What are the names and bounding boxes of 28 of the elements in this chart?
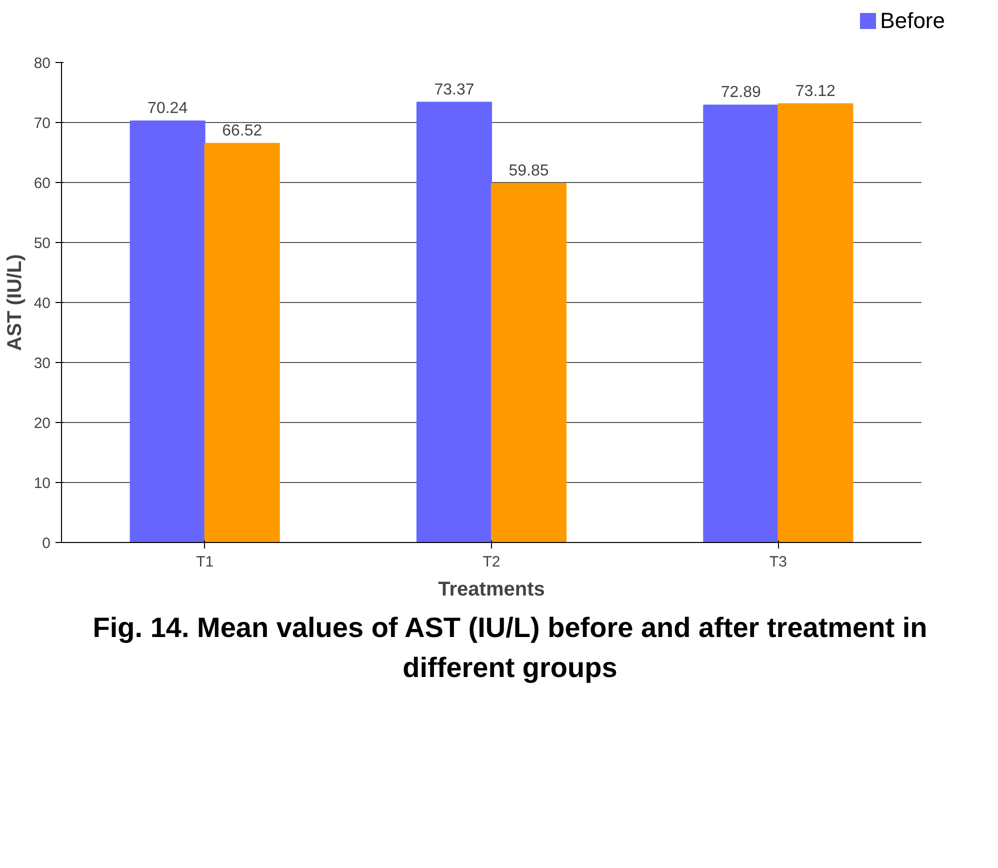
y-tick-label: 60 <box>34 175 51 192</box>
text: Fig. 14. Mean values of AST (IU/L) before and after treatment in different groups <box>92 611 928 686</box>
y-axis-title: AST (IU/L) <box>4 254 26 351</box>
bar <box>130 120 206 543</box>
x-axis-title: Treatments <box>438 578 545 601</box>
y-tick-label: 70 <box>34 115 51 132</box>
bar <box>778 103 854 543</box>
bar <box>204 143 280 543</box>
y-tick-label: 80 <box>34 55 51 72</box>
x-tick-label: T3 <box>769 554 787 571</box>
bar <box>703 104 779 543</box>
data-label: 73.12 <box>795 82 836 100</box>
data-label: 70.24 <box>148 100 188 118</box>
data-label: 59.85 <box>508 162 549 180</box>
y-tick-label: 10 <box>34 475 51 492</box>
data-label: 73.37 <box>434 81 474 98</box>
x-tick-label: T2 <box>482 554 500 571</box>
bar <box>491 183 567 543</box>
data-label: 66.52 <box>222 122 262 140</box>
bar <box>416 102 492 543</box>
y-tick-label: 40 <box>34 295 51 312</box>
data-label: 72.89 <box>720 84 762 102</box>
y-tick-label: 30 <box>34 355 51 372</box>
legend-label: Before <box>880 7 945 35</box>
x-tick-label: T1 <box>196 554 214 571</box>
y-tick-label: 50 <box>34 235 51 252</box>
y-tick-label: 20 <box>34 415 51 432</box>
y-tick-label: 0 <box>42 535 50 552</box>
